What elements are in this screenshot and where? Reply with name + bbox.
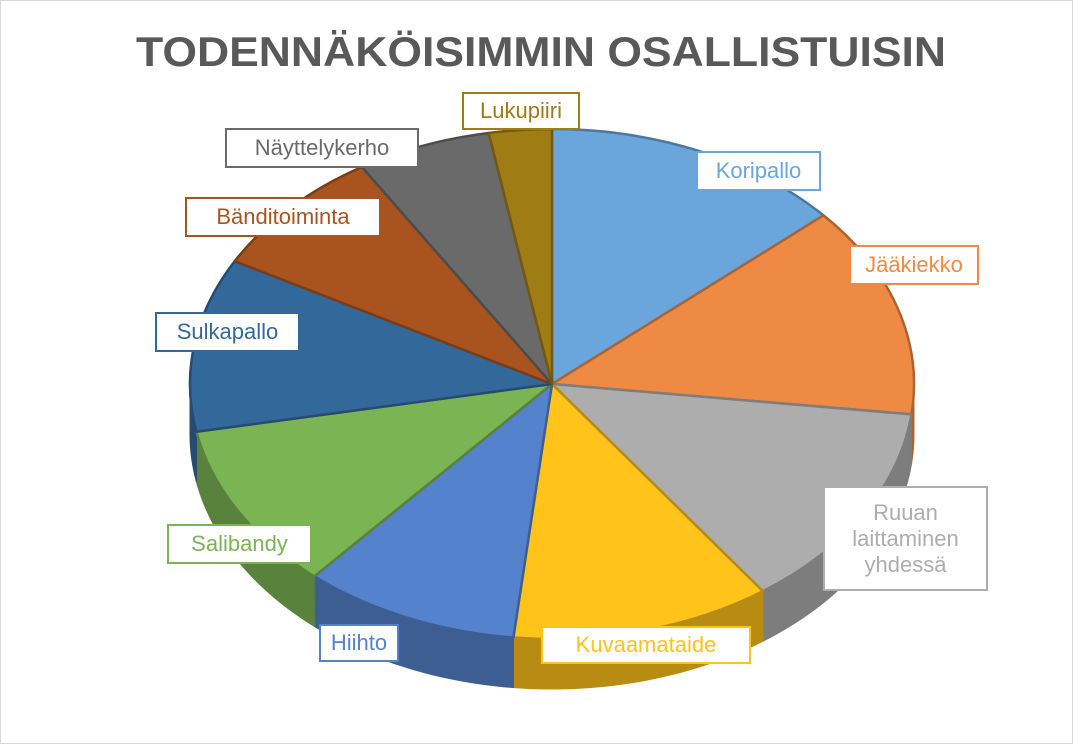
data-label: Bänditoiminta [185,197,381,237]
data-label: Sulkapallo [155,312,300,352]
chart-title: TODENNÄKÖISIMMIN OSALLISTUISIN [136,28,946,75]
pie-slice [313,382,554,639]
data-label: Jääkiekko [849,245,979,285]
data-label: Näyttelykerho [225,128,419,168]
data-label: Koripallo [696,151,821,191]
data-label: Kuvaamataide [541,626,751,664]
data-label: Ruuan laittaminen yhdessä [823,486,988,591]
data-label: Salibandy [167,524,312,564]
data-label: Hiihto [319,624,399,662]
data-label: Lukupiiri [462,92,580,130]
pie-slice [550,214,916,416]
